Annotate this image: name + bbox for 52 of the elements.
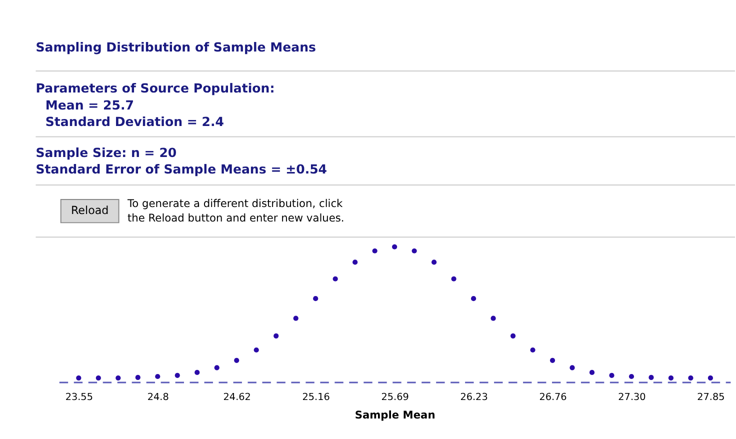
x-tick-label: 27.30: [618, 392, 646, 403]
point: [708, 375, 714, 381]
text: Mean = 25.7: [45, 98, 134, 113]
point: [431, 260, 437, 265]
point: [412, 248, 417, 254]
text: Standard Deviation = 2.4: [45, 114, 224, 130]
point: [194, 370, 200, 375]
text: To generate a different distribution, click: [126, 197, 344, 210]
point: [135, 374, 140, 380]
x-tick-label: 25.69: [381, 392, 409, 403]
point: [550, 358, 556, 363]
point: [589, 370, 595, 375]
point: [530, 347, 536, 353]
point: [274, 333, 279, 338]
point: [214, 365, 220, 370]
point: [155, 374, 160, 380]
point: [372, 248, 378, 254]
point: [76, 375, 82, 381]
point: [648, 374, 654, 380]
point: [688, 375, 694, 381]
x-tick-label: 26.23: [460, 392, 488, 403]
point: [234, 358, 240, 363]
point: [451, 276, 456, 282]
text: Standard Error of Sample Means = ±0.54: [36, 161, 328, 176]
chart-title: Sampling Distribution of Sample Means: [36, 40, 316, 55]
x-tick-label: 27.85: [697, 392, 725, 403]
point: [570, 365, 575, 370]
point: [352, 260, 358, 265]
point: [174, 372, 180, 378]
x-tick-label: 26.76: [539, 392, 567, 403]
point: [510, 333, 516, 338]
point: [668, 375, 674, 381]
point: [490, 316, 496, 321]
point: [470, 296, 476, 302]
point: [332, 276, 338, 282]
point: [392, 244, 398, 250]
point: [96, 375, 101, 381]
point: [609, 372, 614, 378]
x-tick-label: 25.16: [302, 392, 330, 403]
text: Reload: [70, 204, 109, 217]
x-tick-label: 23.55: [65, 392, 93, 403]
point: [313, 296, 318, 302]
x-tick-label: 24.8: [147, 392, 169, 403]
point: [254, 347, 259, 353]
text: Parameters of Source Population:: [36, 80, 275, 96]
x-axis-title: Sample Mean: [354, 408, 436, 422]
point: [628, 374, 634, 380]
text: Sample Size: n = 20: [36, 144, 177, 160]
text: the Reload button and enter new values.: [127, 212, 344, 225]
point: [116, 375, 121, 381]
x-tick-label: 24.62: [223, 392, 251, 403]
point: [293, 316, 298, 321]
